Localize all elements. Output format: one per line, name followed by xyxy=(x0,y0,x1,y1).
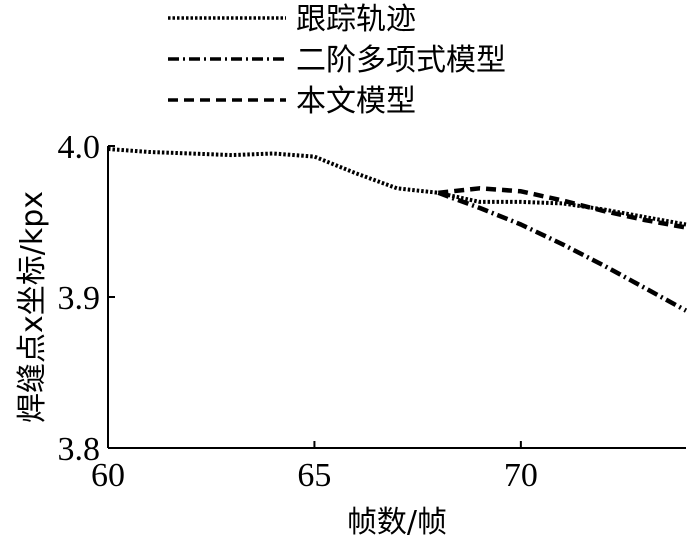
y-tick-label: 3.9 xyxy=(58,280,101,317)
x-tick-label: 65 xyxy=(297,457,331,494)
legend-label-1: 二阶多项式模型 xyxy=(296,43,506,78)
series-line-1 xyxy=(437,190,688,313)
series-line-2 xyxy=(438,186,687,230)
legend-label-0: 跟踪轨迹 xyxy=(296,2,416,37)
y-tick-label: 4.0 xyxy=(58,129,101,166)
y-tick-label: 3.8 xyxy=(58,431,101,468)
series-line-0 xyxy=(107,147,687,227)
x-tick-label: 60 xyxy=(91,457,125,494)
plot-area: 3.8 3.9 4.0 60 65 70 xyxy=(58,129,688,494)
legend-label-2: 本文模型 xyxy=(296,84,416,119)
x-tick-label: 70 xyxy=(504,457,538,494)
x-axis-title: 帧数/帧 xyxy=(347,505,447,540)
y-axis-title: 焊缝点x坐标/kpx xyxy=(15,191,50,423)
